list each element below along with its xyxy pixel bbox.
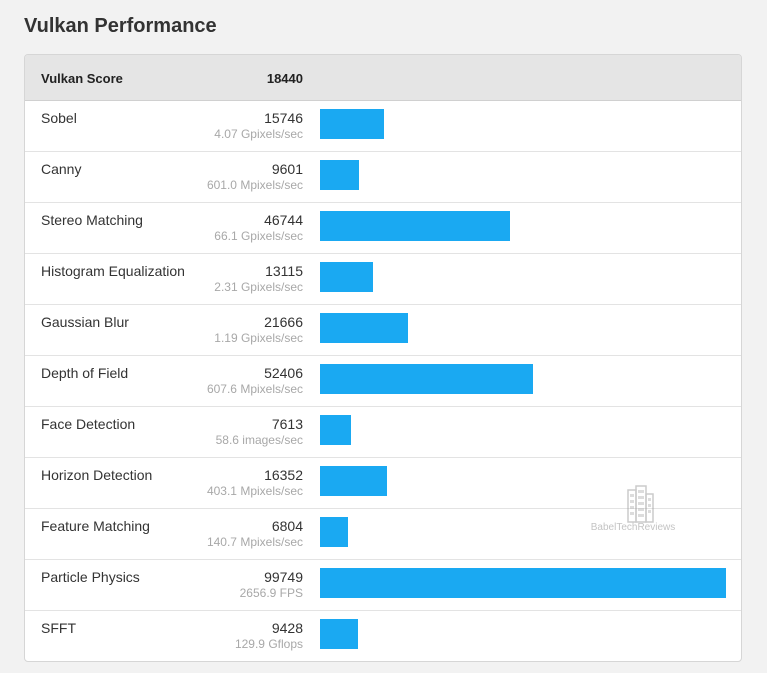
benchmark-throughput: 1.19 Gpixels/sec [214,331,303,345]
watermark-logo: BabelTechReviews [578,484,688,536]
score-bar [320,517,348,547]
score-bar [320,262,373,292]
benchmark-name: SFFT [41,620,76,636]
benchmark-throughput: 403.1 Mpixels/sec [206,484,303,498]
benchmark-score: 46744 [264,212,303,228]
score-bar [320,466,387,496]
score-header: Vulkan Score 18440 [25,55,741,101]
benchmark-throughput: 4.07 Gpixels/sec [214,127,303,141]
benchmark-score: 9428 [271,620,303,636]
score-bar [320,211,510,241]
benchmark-row: Histogram Equalization 13115 2.31 Gpixels/… [25,254,741,305]
benchmark-row: Horizon Detection 16352 403.1 Mpixels/sec [25,458,741,509]
benchmark-name: Sobel [41,110,77,126]
benchmark-name: Histogram Equalization [41,263,185,279]
benchmark-score: 9601 [271,161,303,177]
score-bar [320,313,408,343]
benchmark-score: 21666 [264,314,303,330]
benchmark-row: Sobel 15746 4.07 Gpixels/sec [25,101,741,152]
results-panel: Vulkan Score 18440 Sobel 15746 4.07 Gpixel… [24,54,742,662]
page-title: Vulkan Performance [24,15,217,37]
benchmark-throughput: 601.0 Mpixels/sec [206,178,303,192]
benchmark-score: 16352 [264,467,303,483]
benchmark-throughput: 129.9 Gflops [234,637,303,651]
benchmark-row: Particle Physics 99749 2656.9 FPS [25,560,741,611]
benchmark-name: Depth of Field [41,365,129,381]
benchmark-rows: Sobel 15746 4.07 Gpixels/sec Canny 9601 601.0… [25,101,741,661]
benchmark-row: Feature Matching 6804 140.7 Mpixels/sec [25,509,741,560]
benchmark-row: Canny 9601 601.0 Mpixels/sec [25,152,741,203]
benchmark-throughput: 2656.9 FPS [239,586,303,600]
score-value: 18440 [266,71,303,86]
benchmark-score: 7613 [271,416,303,432]
benchmark-name: Feature Matching [41,518,150,534]
benchmark-row: SFFT 9428 129.9 Gflops [25,611,741,661]
benchmark-throughput: 140.7 Mpixels/sec [206,535,303,549]
benchmark-row: Depth of Field 52406 607.6 Mpixels/sec [25,356,741,407]
benchmark-score: 6804 [271,518,303,534]
score-bar [320,160,359,190]
benchmark-name: Face Detection [41,416,136,432]
score-bar [320,619,358,649]
benchmark-row: Face Detection 7613 58.6 images/sec [25,407,741,458]
benchmark-score: 13115 [265,263,303,279]
benchmark-score: 52406 [264,365,303,381]
benchmark-throughput: 607.6 Mpixels/sec [206,382,303,396]
benchmark-score: 99749 [264,569,303,585]
benchmark-throughput: 2.31 Gpixels/sec [214,280,303,294]
score-label: Vulkan Score [41,71,123,86]
benchmark-row: Stereo Matching 46744 66.1 Gpixels/sec [25,203,741,254]
benchmark-name: Horizon Detection [41,467,153,483]
score-bar [320,364,533,394]
benchmark-name: Canny [41,161,82,177]
benchmark-name: Gaussian Blur [41,314,129,330]
benchmark-throughput: 58.6 images/sec [215,433,303,447]
benchmark-name: Stereo Matching [41,212,143,228]
score-bar [320,568,726,598]
benchmark-score: 15746 [264,110,303,126]
score-bar [320,109,384,139]
building-icon [627,485,654,523]
score-bar [320,415,351,445]
benchmark-row: Gaussian Blur 21666 1.19 Gpixels/sec [25,305,741,356]
watermark-text: BabelTechReviews [590,522,676,533]
benchmark-name: Particle Physics [41,569,140,585]
benchmark-throughput: 66.1 Gpixels/sec [214,229,303,243]
